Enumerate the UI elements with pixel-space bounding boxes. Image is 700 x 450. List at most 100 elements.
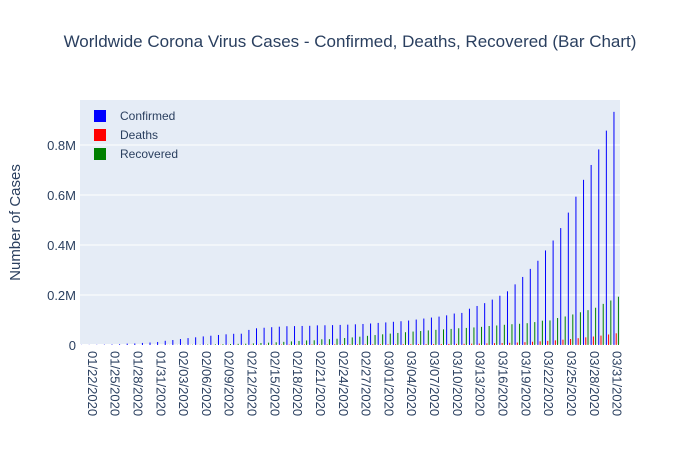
bar-recovered[interactable] — [549, 320, 551, 345]
bar-recovered[interactable] — [230, 344, 232, 345]
bar-deaths[interactable] — [494, 343, 496, 345]
bar-recovered[interactable] — [268, 342, 270, 345]
bar-confirmed[interactable] — [491, 299, 493, 345]
bar-recovered[interactable] — [313, 340, 315, 345]
bar-confirmed[interactable] — [415, 319, 417, 345]
bar-deaths[interactable] — [554, 340, 556, 345]
bar-recovered[interactable] — [617, 296, 619, 345]
bar-confirmed[interactable] — [583, 179, 585, 345]
bar-deaths[interactable] — [562, 339, 564, 345]
bar-confirmed[interactable] — [278, 326, 280, 345]
bar-confirmed[interactable] — [217, 334, 219, 345]
bar-confirmed[interactable] — [294, 326, 296, 345]
bar-confirmed[interactable] — [529, 268, 531, 345]
bar-recovered[interactable] — [245, 343, 247, 345]
bar-deaths[interactable] — [387, 344, 389, 345]
bar-deaths[interactable] — [608, 334, 610, 345]
bar-confirmed[interactable] — [605, 130, 607, 345]
legend-label-deaths[interactable]: Deaths — [120, 128, 158, 142]
bar-recovered[interactable] — [214, 344, 216, 345]
bar-recovered[interactable] — [237, 343, 239, 345]
bar-confirmed[interactable] — [286, 326, 288, 345]
bar-deaths[interactable] — [379, 344, 381, 345]
bar-deaths[interactable] — [364, 344, 366, 345]
bar-confirmed[interactable] — [172, 340, 174, 345]
bar-confirmed[interactable] — [301, 325, 303, 345]
bar-confirmed[interactable] — [179, 339, 181, 345]
bar-confirmed[interactable] — [225, 334, 227, 345]
bar-recovered[interactable] — [465, 327, 467, 345]
bar-recovered[interactable] — [450, 328, 452, 345]
bar-recovered[interactable] — [321, 339, 323, 345]
bar-deaths[interactable] — [296, 344, 298, 345]
bar-confirmed[interactable] — [119, 344, 121, 345]
bar-confirmed[interactable] — [377, 322, 379, 345]
bar-deaths[interactable] — [532, 341, 534, 345]
bar-deaths[interactable] — [319, 344, 321, 345]
bar-deaths[interactable] — [547, 340, 549, 345]
bar-recovered[interactable] — [496, 325, 498, 345]
bar-deaths[interactable] — [448, 343, 450, 345]
bar-confirmed[interactable] — [195, 337, 197, 345]
bar-deaths[interactable] — [539, 341, 541, 345]
bar-recovered[interactable] — [328, 339, 330, 345]
bar-deaths[interactable] — [585, 337, 587, 345]
bar-confirmed[interactable] — [347, 324, 349, 345]
bar-recovered[interactable] — [397, 332, 399, 345]
bar-recovered[interactable] — [519, 323, 521, 345]
bar-recovered[interactable] — [443, 329, 445, 345]
bar-deaths[interactable] — [516, 342, 518, 345]
bar-confirmed[interactable] — [354, 324, 356, 345]
bar-recovered[interactable] — [427, 330, 429, 345]
bar-deaths[interactable] — [600, 335, 602, 345]
bar-confirmed[interactable] — [461, 312, 463, 345]
bar-recovered[interactable] — [579, 312, 581, 345]
legend-label-confirmed[interactable]: Confirmed — [120, 109, 175, 123]
bar-confirmed[interactable] — [187, 338, 189, 345]
bar-deaths[interactable] — [577, 338, 579, 345]
bar-recovered[interactable] — [290, 341, 292, 345]
bar-confirmed[interactable] — [248, 329, 250, 345]
bar-confirmed[interactable] — [567, 212, 569, 345]
bar-recovered[interactable] — [541, 320, 543, 345]
bar-deaths[interactable] — [425, 344, 427, 345]
bar-confirmed[interactable] — [446, 315, 448, 345]
bar-confirmed[interactable] — [370, 323, 372, 345]
bar-confirmed[interactable] — [514, 284, 516, 345]
bar-recovered[interactable] — [610, 300, 612, 345]
bar-confirmed[interactable] — [575, 196, 577, 345]
bar-recovered[interactable] — [306, 340, 308, 345]
bar-deaths[interactable] — [303, 344, 305, 345]
bar-recovered[interactable] — [374, 335, 376, 345]
bar-deaths[interactable] — [326, 344, 328, 345]
bar-recovered[interactable] — [344, 338, 346, 345]
bar-deaths[interactable] — [440, 344, 442, 345]
bar-confirmed[interactable] — [362, 323, 364, 345]
bar-confirmed[interactable] — [453, 313, 455, 345]
bar-confirmed[interactable] — [484, 303, 486, 345]
bar-confirmed[interactable] — [111, 344, 113, 345]
bar-confirmed[interactable] — [423, 318, 425, 345]
bar-recovered[interactable] — [222, 344, 224, 345]
bar-confirmed[interactable] — [332, 325, 334, 345]
bar-confirmed[interactable] — [468, 308, 470, 345]
bar-confirmed[interactable] — [545, 250, 547, 345]
bar-confirmed[interactable] — [613, 111, 615, 345]
bar-deaths[interactable] — [471, 343, 473, 345]
legend-swatch-recovered[interactable] — [94, 148, 106, 160]
bar-recovered[interactable] — [503, 324, 505, 345]
bar-confirmed[interactable] — [316, 325, 318, 345]
bar-recovered[interactable] — [458, 328, 460, 345]
bar-recovered[interactable] — [595, 307, 597, 345]
bar-deaths[interactable] — [501, 343, 503, 345]
bar-deaths[interactable] — [478, 343, 480, 345]
bar-deaths[interactable] — [615, 333, 617, 345]
bar-recovered[interactable] — [359, 336, 361, 345]
bar-confirmed[interactable] — [233, 333, 235, 345]
bar-confirmed[interactable] — [240, 333, 242, 345]
bar-confirmed[interactable] — [157, 341, 159, 345]
bar-deaths[interactable] — [395, 344, 397, 345]
bar-confirmed[interactable] — [476, 305, 478, 345]
bar-deaths[interactable] — [372, 344, 374, 345]
bar-deaths[interactable] — [311, 344, 313, 345]
